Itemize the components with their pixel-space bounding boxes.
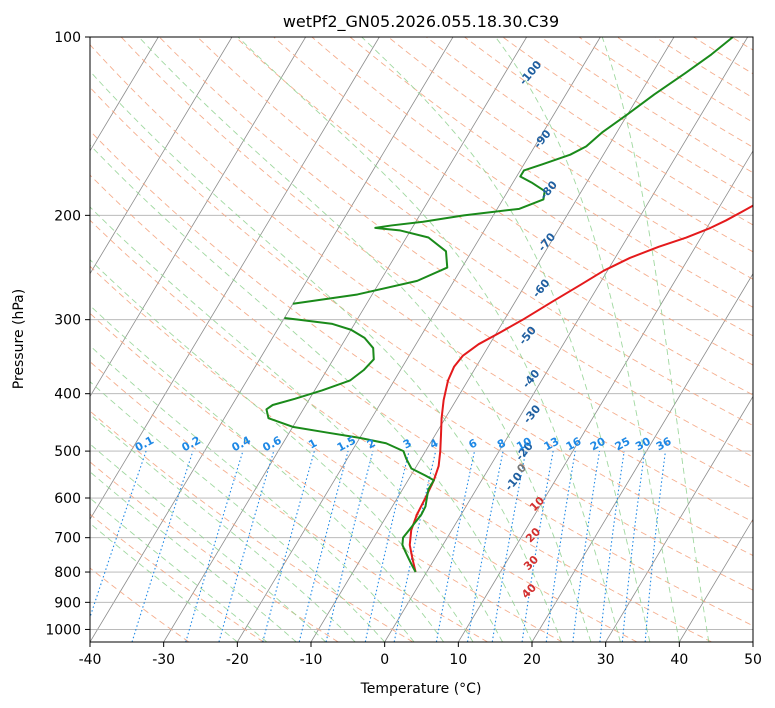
y-tick-label: 1000 [45,622,81,638]
moist-adiabat-line [90,381,386,642]
isotherm-line [531,272,753,642]
dewpoint-line [292,37,734,305]
isotherm-line [90,37,233,275]
mixing-ratio-line [325,450,374,642]
pressure-gridlines [90,37,753,630]
x-tick-label: -20 [226,652,249,668]
moist-adiabat-line [361,37,651,642]
mixing-ratio-line [572,451,601,642]
moist-adiabat-line [90,443,327,642]
moist-adiabat-lines [90,37,710,642]
moist-adiabat-line [138,37,592,642]
y-tick-label: 400 [54,387,81,403]
x-tick-label: -40 [79,652,102,668]
mixing-ratio-label: 25 [613,435,633,454]
x-tick-label: 50 [744,652,762,668]
y-tick-label: 700 [54,531,81,547]
x-axis-label: Temperature (°C) [360,681,482,697]
moist-adiabat-line [90,413,356,642]
mixing-ratio-line [262,450,315,642]
mixing-ratio-label: 30 [633,435,653,454]
y-tick-label: 100 [54,30,81,46]
sounding-traces [265,37,753,573]
dry-adiabat-line [90,361,488,642]
isotherm-line [90,37,380,520]
moist-adiabat-line [90,471,297,642]
moist-adiabat-line [90,345,415,642]
x-axis-ticks: -40 -30 -20 -10 0 10 20 30 40 50 [79,642,762,668]
moist-adiabat-line [90,259,474,642]
y-tick-label: 200 [54,208,81,224]
dry-adiabat-line [90,265,638,642]
isotherm-line [678,518,753,642]
moist-adiabat-line [90,144,533,642]
mixing-ratio-label: 36 [654,435,674,454]
y-tick-label: 500 [54,444,81,460]
isotherm-line [163,37,528,642]
mixing-ratio-line [521,451,554,642]
dry-adiabat-line [90,312,563,642]
dry-adiabat-line [311,37,753,337]
isotherm-line [384,37,749,642]
mixing-ratio-line [298,450,349,642]
mixing-ratio-line [131,450,194,642]
dry-adiabat-line [349,37,753,308]
mixing-ratio-line [621,451,646,642]
mixing-ratio-line [185,450,244,642]
dry-adiabat-line [120,37,753,490]
dry-adiabat-line [90,219,712,642]
dry-adiabat-line [90,567,190,642]
mixing-ratio-label: 20 [588,435,608,454]
x-tick-label: 40 [670,652,688,668]
moist-adiabat-line [494,37,680,642]
isotherm-line [90,37,454,642]
x-tick-label: 0 [380,652,389,668]
y-tick-label: 800 [54,565,81,581]
moist-adiabat-line [90,70,562,642]
y-tick-label: 900 [54,595,81,611]
isotherm-line [236,37,601,642]
isotherm-lines [90,37,753,642]
isotherm-line [605,395,753,642]
chart-title: wetPf2_GN05.2026.055.18.30.C39 [283,12,559,32]
moist-adiabat-line [601,37,710,642]
isotherm-line [90,37,159,152]
moist-adiabat-line [90,304,444,642]
x-tick-label: 30 [597,652,615,668]
mixing-ratio-line [545,451,576,642]
dry-adiabat-line [158,37,753,458]
x-tick-label: 10 [449,652,467,668]
dewpoint-line [265,316,435,573]
y-tick-label: 600 [54,491,81,507]
isotherm-line [310,37,675,642]
dry-adiabat-line [197,37,753,427]
plot-frame [89,36,754,643]
mixing-ratio-line [644,451,666,642]
mixing-ratio-label: 10 [514,435,534,454]
mixing-ratio-line [599,451,625,642]
y-tick-label: 300 [54,313,81,329]
mixing-ratio-label: 16 [564,435,584,454]
x-tick-label: 20 [523,652,541,668]
x-tick-label: -30 [152,652,175,668]
dry-adiabat-line [90,513,264,642]
dry-adiabat-lines [90,37,753,642]
y-axis-ticks: 100 200 300 400 500 600 700 800 900 1000 [45,30,90,638]
x-tick-label: -10 [300,652,323,668]
isotherm-line [457,150,753,642]
mixing-ratio-lines [90,450,666,642]
mixing-ratio-label: 13 [542,435,562,454]
moist-adiabat-line [90,497,268,642]
y-axis-label: Pressure (hPa) [11,289,27,389]
plot-content: -100-90-80-70-60-50-40-30-20-10 0.1 0.2 0.… [90,37,753,642]
isotherm-line [90,37,307,398]
dry-adiabat-line [90,174,753,627]
mixing-ratio-line [218,450,275,642]
mixing-ratio-line [364,450,410,642]
moist-adiabat-line [237,37,621,642]
